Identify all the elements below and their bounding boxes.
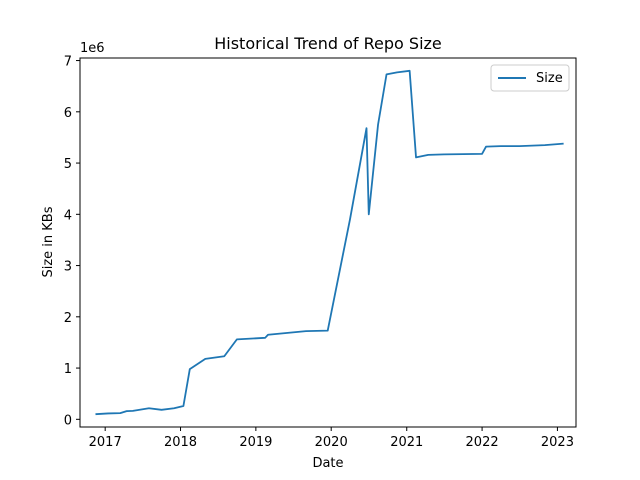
series-line-size <box>95 69 564 416</box>
x-axis: 2017 2018 2019 2020 2021 2022 2023 <box>89 427 574 450</box>
legend: Size <box>490 64 570 92</box>
chart-title: Historical Trend of Repo Size <box>214 34 442 53</box>
y-axis: 0 1 2 3 4 5 6 7 <box>64 55 80 428</box>
x-tick-label: 2020 <box>315 435 348 450</box>
axes-frame <box>79 57 577 428</box>
y-tick-label: 6 <box>64 106 72 121</box>
plot-area <box>95 69 564 416</box>
x-tick-label: 2019 <box>239 435 272 450</box>
y-tick-label: 7 <box>64 55 72 70</box>
x-tick-label: 2018 <box>164 435 197 450</box>
legend-box <box>490 64 570 92</box>
y-tick-label: 4 <box>64 208 72 223</box>
y-tick-label: 0 <box>64 413 72 428</box>
legend-label-size: Size <box>536 71 563 86</box>
x-tick-label: 2017 <box>89 435 122 450</box>
y-tick-label: 2 <box>64 311 72 326</box>
x-tick-label: 2021 <box>390 435 423 450</box>
y-axis-label: Size in KBs <box>41 206 56 277</box>
y-tick-label: 5 <box>64 157 72 172</box>
x-tick-label: 2022 <box>466 435 499 450</box>
y-tick-label: 1 <box>64 362 72 377</box>
x-axis-label: Date <box>312 456 343 471</box>
y-offset-label: 1e6 <box>80 41 105 56</box>
y-tick-label: 3 <box>64 260 72 275</box>
x-tick-label: 2023 <box>541 435 574 450</box>
